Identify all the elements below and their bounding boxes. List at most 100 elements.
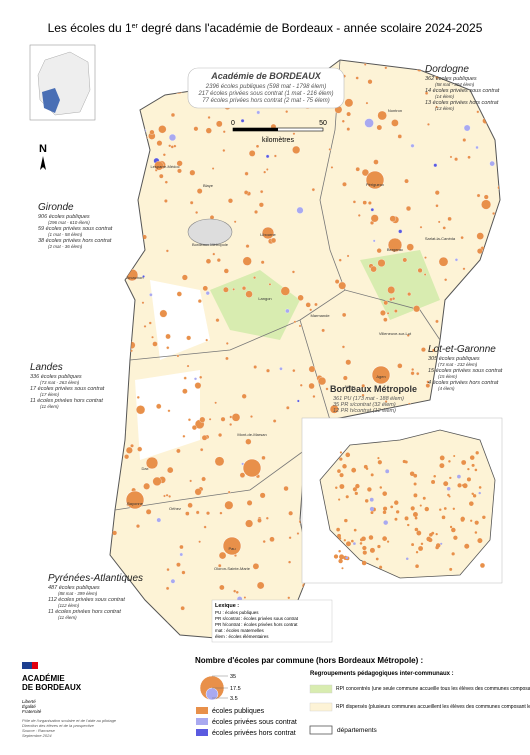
dot <box>120 188 124 191</box>
dot <box>168 133 177 142</box>
legend-dept-swatch <box>309 725 333 735</box>
dot <box>163 494 166 498</box>
dot <box>285 308 290 314</box>
academie-line: 2396 écoles publiques (598 mat - 1798 él… <box>205 84 326 90</box>
dot <box>451 527 456 533</box>
dot <box>394 517 398 521</box>
dot <box>370 265 377 273</box>
dot <box>245 438 252 445</box>
dot <box>372 597 376 601</box>
dot <box>449 390 453 394</box>
dot <box>424 91 429 95</box>
dot <box>443 507 447 510</box>
dot <box>312 394 316 399</box>
dot <box>166 346 170 350</box>
dot <box>452 331 457 335</box>
dot <box>246 500 253 506</box>
dot <box>296 206 304 214</box>
dot <box>482 515 486 520</box>
dot <box>239 472 246 478</box>
dot <box>338 550 341 553</box>
dot <box>116 635 119 639</box>
dot <box>201 476 206 482</box>
rpi-label: RPI concentrés (une seule commune accuei… <box>336 686 530 692</box>
dot <box>203 525 207 529</box>
dot <box>149 620 154 625</box>
dot <box>244 171 249 176</box>
dot <box>444 278 448 282</box>
department-line: 906 écoles publiques <box>38 214 90 220</box>
dot <box>195 510 200 515</box>
dot <box>199 448 204 452</box>
dot <box>425 383 431 388</box>
dot <box>361 536 366 541</box>
dot <box>158 125 167 134</box>
dot <box>440 542 443 545</box>
dot <box>416 530 422 536</box>
dot <box>194 382 202 389</box>
dot <box>342 181 347 187</box>
rpi-swatch <box>309 702 333 712</box>
dot <box>426 380 430 384</box>
dot <box>137 89 148 99</box>
dot <box>435 105 438 109</box>
dot <box>362 200 367 205</box>
big-dot <box>261 226 275 240</box>
dot <box>365 101 369 105</box>
city-labels: Bordeaux Métropole Périgueux Bergerac Sarla… <box>127 108 456 571</box>
dot <box>143 324 147 328</box>
dot <box>296 399 300 403</box>
dot <box>165 333 171 340</box>
dot <box>446 309 449 313</box>
dot <box>298 324 302 328</box>
department-name: Dordogne <box>425 64 469 75</box>
dot <box>156 140 163 147</box>
dot <box>446 486 451 491</box>
dot <box>470 519 473 522</box>
dot <box>214 401 217 405</box>
dot <box>243 190 249 195</box>
dot <box>341 119 345 123</box>
city-label: Mont-de-Marsan <box>237 432 266 437</box>
lexique-line: élem : écoles élémentaires <box>215 634 269 639</box>
dot <box>152 341 158 347</box>
dot <box>471 492 474 496</box>
dot <box>346 127 351 131</box>
city-label: Bordeaux Métropole <box>192 242 229 247</box>
dot <box>387 286 396 294</box>
dot <box>433 163 438 168</box>
dot <box>377 259 386 267</box>
department-line: (1 mat - 58 élem) <box>48 232 83 237</box>
dot <box>151 335 154 339</box>
dot <box>336 527 340 532</box>
scale-bar: 0 50 kilomètres <box>231 120 327 144</box>
dot <box>341 567 344 570</box>
department-line: 11 écoles privées hors contrat <box>48 609 121 615</box>
city-label: Bergerac <box>387 247 403 252</box>
dot <box>429 532 433 537</box>
dot <box>351 539 354 543</box>
city-label: Oloron-Sainte-Marie <box>214 566 251 571</box>
dot <box>435 319 439 324</box>
dot <box>353 542 356 545</box>
dot <box>411 543 415 547</box>
dot <box>377 544 381 549</box>
dot <box>229 423 233 427</box>
dot <box>351 467 357 473</box>
dot <box>420 602 426 608</box>
dot <box>259 189 264 194</box>
dot <box>435 543 441 548</box>
dot <box>164 199 168 203</box>
dot <box>220 416 226 422</box>
big-dot <box>125 490 145 510</box>
dot <box>461 484 465 487</box>
dot <box>142 275 145 278</box>
dot <box>118 291 122 295</box>
dot <box>478 491 481 495</box>
dot <box>406 333 410 337</box>
city-label: Langon <box>258 296 271 301</box>
dot <box>311 187 316 192</box>
lexique-box <box>211 599 333 643</box>
dot <box>384 615 389 620</box>
dot <box>352 487 357 492</box>
